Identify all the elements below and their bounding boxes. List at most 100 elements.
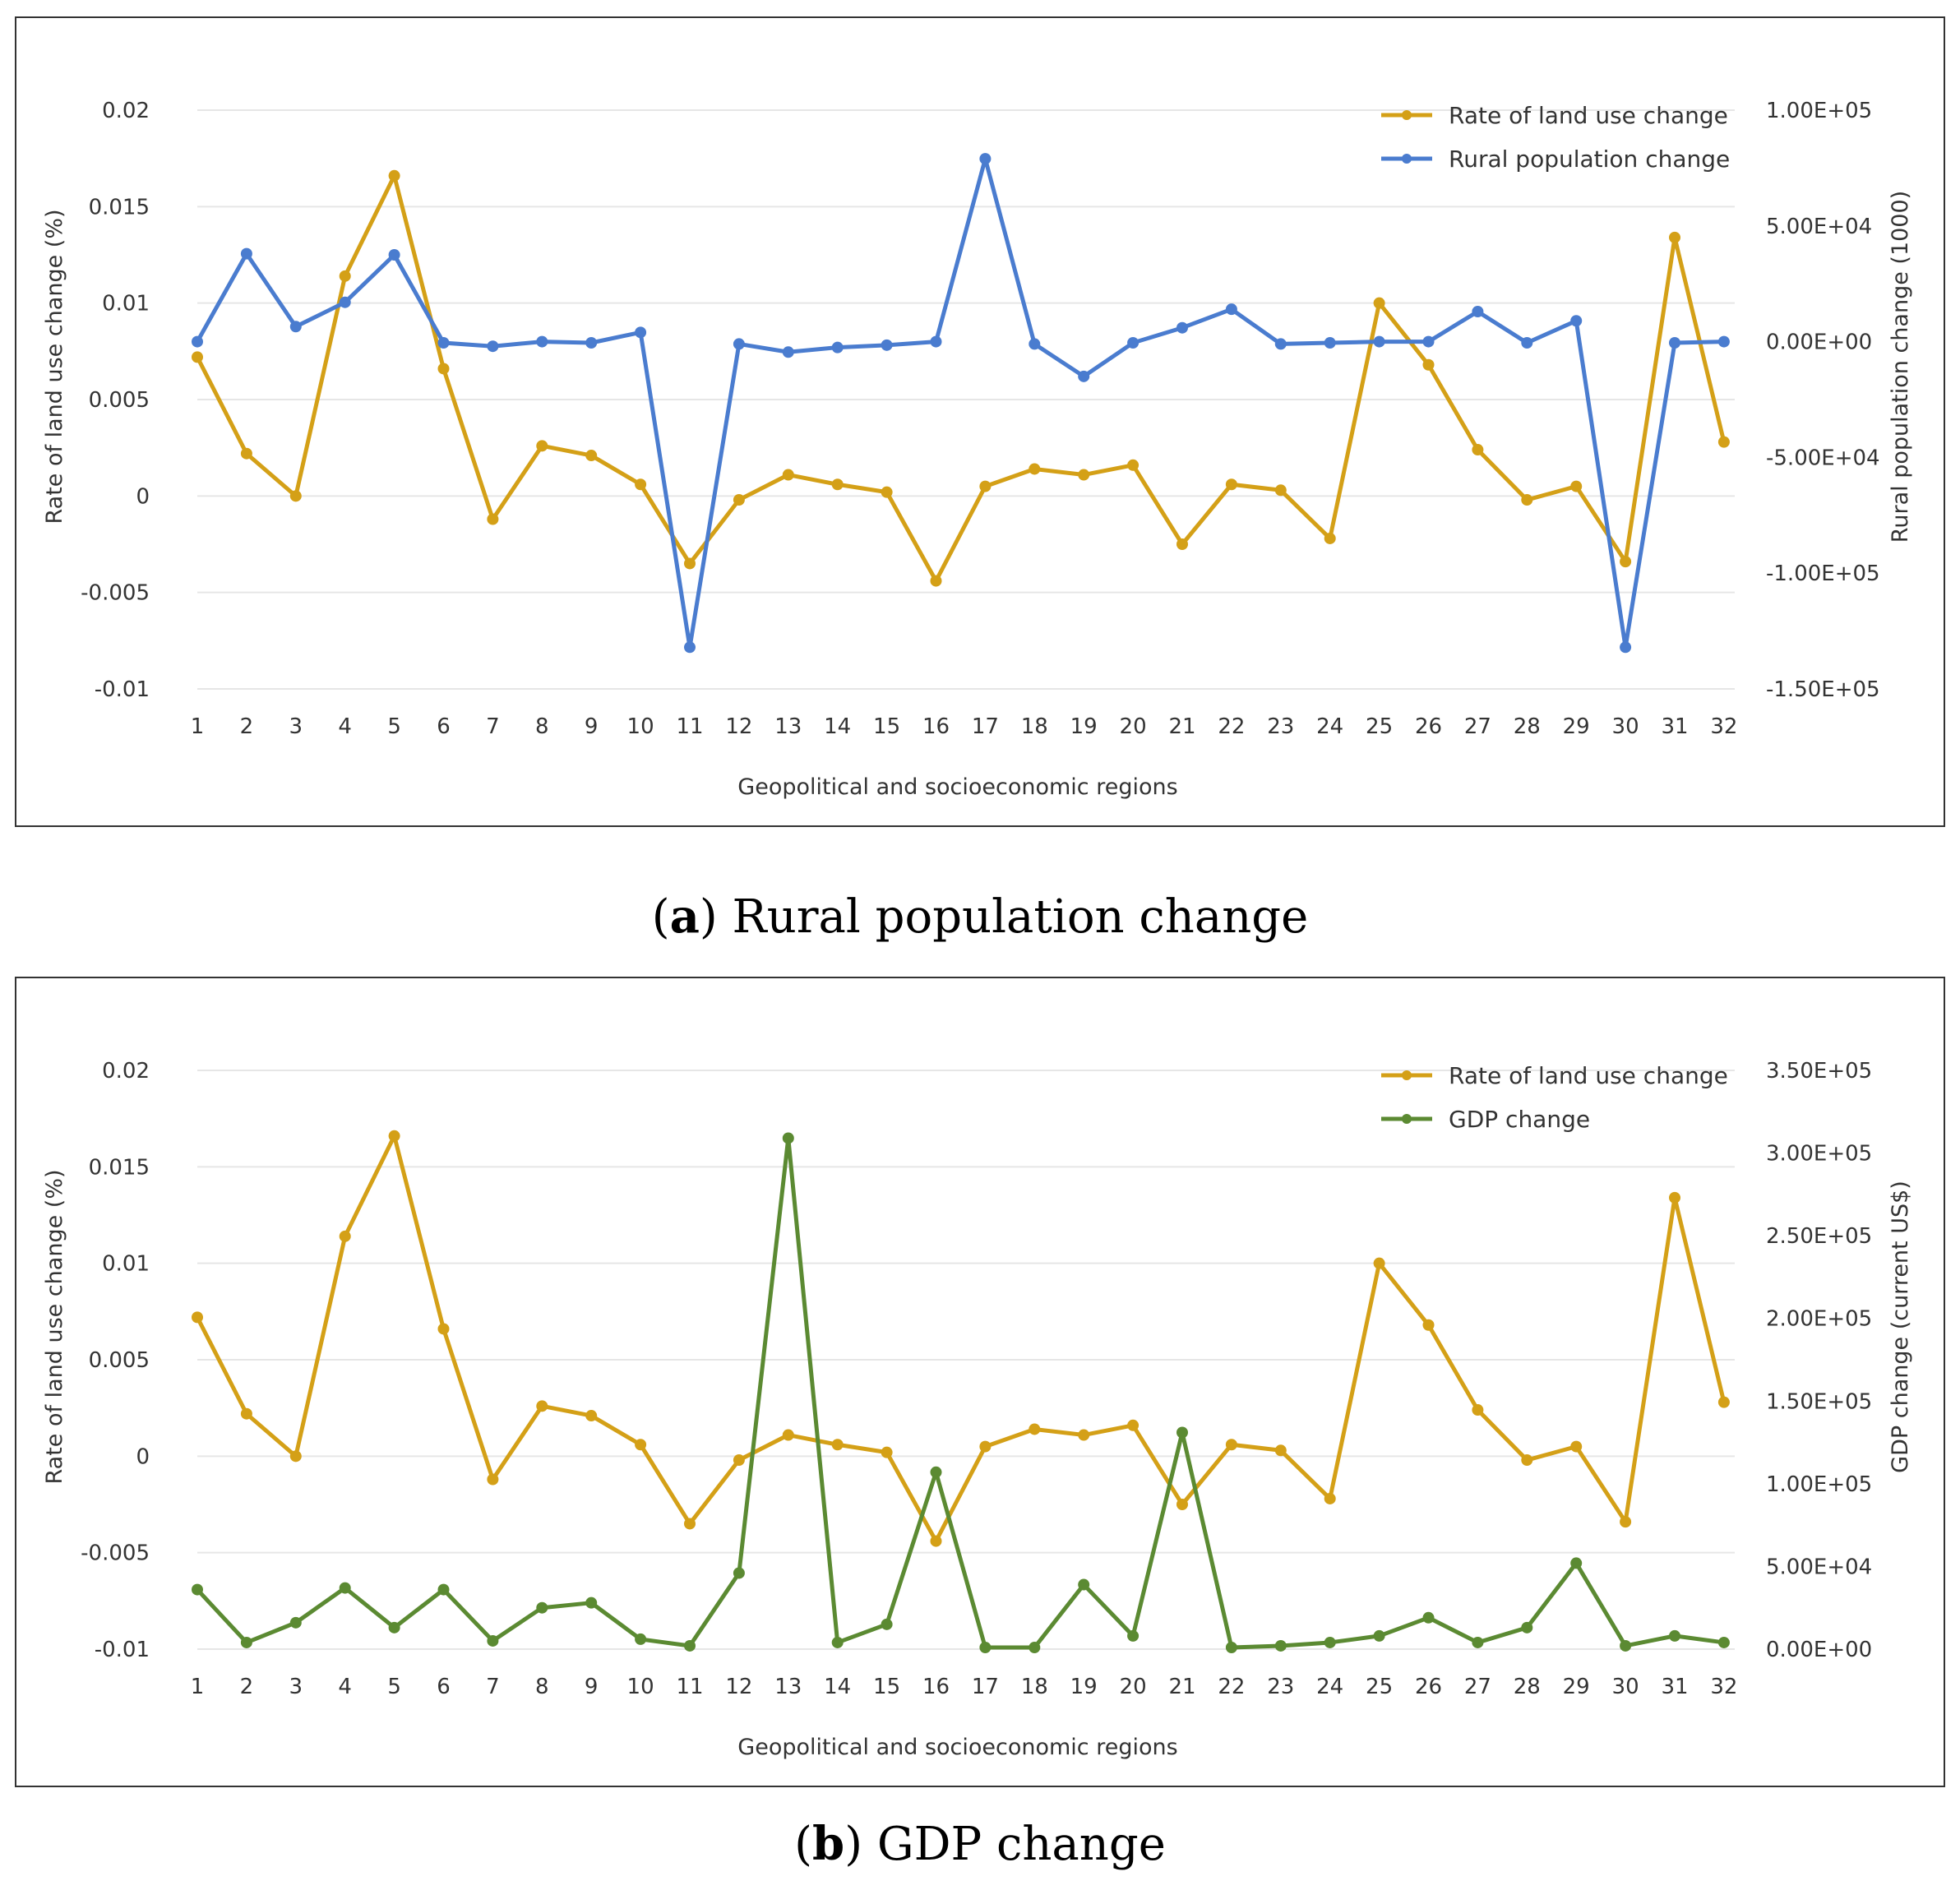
series-0-point [487, 513, 499, 525]
series-0-point [1669, 231, 1680, 243]
series-1-point [1669, 1629, 1680, 1642]
x-tick-label: 15 [873, 714, 900, 739]
y-right-tick-label: 3.50E+05 [1766, 1059, 1872, 1084]
series-0-point [1422, 358, 1435, 371]
x-tick-label: 14 [824, 714, 851, 739]
y-left-tick-label: 0.02 [102, 99, 150, 123]
x-tick-label: 10 [627, 1675, 654, 1699]
x-tick-label: 28 [1514, 714, 1541, 739]
y-left-tick-label: 0.005 [89, 1348, 150, 1373]
series-1-point [585, 337, 598, 349]
series-1-point [192, 1583, 203, 1596]
series-0-point [585, 450, 598, 462]
caption-a-text: Rural population change [732, 890, 1309, 944]
series-1-point [1274, 338, 1287, 350]
series-1-point [930, 1466, 942, 1478]
series-1-point [536, 1601, 548, 1614]
series-0-point [1176, 538, 1188, 550]
series-0-point [782, 1429, 794, 1441]
x-axis-title: Geopolitical and socioeconomic regions [737, 774, 1177, 800]
legend-label-1: GDP change [1449, 1106, 1590, 1133]
series-0-point [930, 575, 942, 587]
series-1-point [1225, 303, 1237, 316]
x-tick-label: 27 [1464, 1675, 1491, 1699]
series-0-point [1029, 463, 1041, 475]
x-tick-label: 21 [1168, 714, 1195, 739]
series-0-point [1570, 1440, 1583, 1453]
y-right-tick-label: 2.00E+05 [1766, 1307, 1872, 1332]
series-0-point [635, 478, 647, 491]
y-left-tick-label: 0.015 [89, 1155, 150, 1180]
series-0-point [1521, 494, 1533, 506]
series-1-point [1324, 337, 1336, 349]
series-0-point [782, 469, 794, 481]
series-1-point [388, 249, 400, 261]
x-tick-label: 20 [1120, 1675, 1147, 1699]
x-tick-label: 31 [1661, 714, 1688, 739]
series-1-point [1127, 1629, 1139, 1642]
series-1-point [437, 1583, 450, 1596]
x-tick-label: 23 [1267, 1675, 1294, 1699]
series-1-point [684, 641, 696, 654]
series-0-point [979, 1440, 992, 1453]
series-0-point [1324, 532, 1336, 544]
series-1-point [1422, 335, 1435, 348]
y-left-tick-label: 0.01 [102, 1252, 150, 1277]
x-tick-label: 25 [1366, 714, 1393, 739]
series-1-point [1717, 335, 1730, 348]
x-tick-label: 8 [535, 714, 549, 739]
x-tick-label: 7 [486, 1675, 500, 1699]
chart-a: 0.02 0.015 0.01 0.005 0 -0.005 -0.01 1.00E+05 5.… [42, 99, 1913, 800]
y-left-tick-label: 0.02 [102, 1059, 150, 1084]
x-tick-label: 8 [535, 1675, 549, 1699]
series-0-point [1472, 1404, 1484, 1416]
series-0-point [192, 351, 203, 363]
series-1-point [437, 337, 450, 349]
series-0-point [487, 1473, 499, 1486]
x-tick-label: 17 [972, 714, 999, 739]
x-tick-label: 32 [1710, 1675, 1737, 1699]
x-tick-label: 27 [1464, 714, 1491, 739]
y-right-tick-label: -5.00E+04 [1766, 446, 1880, 470]
series-1-point [1176, 1426, 1188, 1439]
x-tick-label: 19 [1070, 1675, 1098, 1699]
series-1-point [831, 341, 844, 354]
series-1-point [487, 340, 499, 353]
x-tick-label: 1 [191, 1675, 205, 1699]
series-1-point [733, 338, 745, 350]
x-tick-label: 14 [824, 1675, 851, 1699]
x-tick-label: 18 [1021, 1675, 1048, 1699]
series-0-point [536, 440, 548, 452]
x-tick-label: 13 [774, 1675, 802, 1699]
legend-marker-0 [1402, 110, 1412, 120]
series-line-1 [195, 156, 1724, 649]
series-0-point [1127, 459, 1139, 471]
x-tick-label: 3 [289, 1675, 303, 1699]
series-0-point [1422, 1319, 1435, 1331]
series-1-point [1472, 305, 1484, 317]
series-1-point [831, 1636, 844, 1648]
series-0-point [1078, 1429, 1090, 1441]
x-tick-label: 9 [585, 1675, 599, 1699]
y-right-tick-label: 0.00E+00 [1766, 330, 1872, 355]
series-1-point [585, 1597, 598, 1609]
series-0-point [240, 1407, 252, 1420]
series-line-0 [195, 1134, 1727, 1544]
series-0-point [1373, 297, 1385, 309]
caption-a-letter: a [669, 890, 700, 944]
series-0-point [1521, 1454, 1533, 1467]
series-1-point [339, 296, 351, 308]
y-left-tick-label: 0.01 [102, 292, 150, 317]
series-1-point [1176, 321, 1188, 334]
x-tick-label: 6 [437, 714, 451, 739]
legend-marker-0 [1402, 1070, 1412, 1080]
x-tick-label: 28 [1514, 1675, 1541, 1699]
series-1-point [1620, 1639, 1632, 1652]
caption-b-letter: b [812, 1817, 845, 1871]
series-0-point [930, 1535, 942, 1547]
series-1-point [1274, 1639, 1287, 1652]
x-tick-label: 29 [1563, 1675, 1590, 1699]
x-tick-label: 2 [240, 714, 254, 739]
series-0-point [1274, 484, 1287, 497]
x-tick-label: 3 [289, 714, 303, 739]
